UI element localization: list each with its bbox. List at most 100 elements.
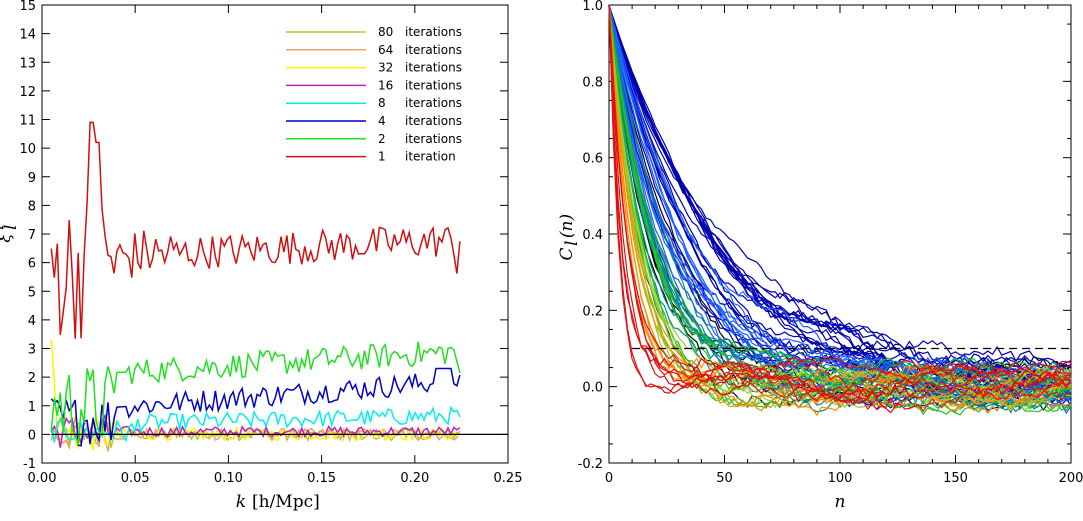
right-correlation-curve xyxy=(608,4,1072,402)
left-x-tick-label: 0.10 xyxy=(214,471,243,486)
left-x-tick-label: 0.05 xyxy=(121,471,150,486)
right-x-tick-label: 0 xyxy=(605,471,613,486)
left-y-tick-label: 3 xyxy=(28,343,36,358)
right-correlation-curve xyxy=(608,4,1072,401)
left-y-tick-label: 0 xyxy=(28,428,36,443)
right-y-tick-label: 0.0 xyxy=(582,381,603,396)
left-y-label-sub: l xyxy=(1,225,21,230)
right-series-lines xyxy=(608,4,1072,417)
right-correlation-curve xyxy=(608,4,1072,414)
right-correlation-curve xyxy=(608,4,1072,401)
right-correlation-curve xyxy=(608,4,1072,402)
left-y-tick-label: 13 xyxy=(19,56,36,71)
left-x-tick-label: 0.00 xyxy=(28,471,57,486)
right-y-label: C l (n) xyxy=(557,214,582,261)
left-series-line-8 xyxy=(50,405,461,443)
left-x-tick-label: 0.20 xyxy=(400,471,429,486)
left-y-tick-label: 14 xyxy=(19,28,36,43)
left-y-tick-label: 11 xyxy=(19,114,36,129)
left-x-ticks: 0.00 0.05 0.10 0.15 0.20 0.25 xyxy=(28,5,523,486)
right-correlation-curve xyxy=(608,4,1072,398)
right-correlation-curve xyxy=(608,4,1072,397)
right-x-ticks: 0 50 100 150 200 xyxy=(605,5,1083,486)
left-legend: 80 iterations 64 iterations 32 iterations 16 it… xyxy=(286,25,462,164)
right-y-tick-label: 0.8 xyxy=(582,75,603,90)
right-x-tick-label: 150 xyxy=(943,471,968,486)
right-correlation-curve xyxy=(608,4,1072,417)
left-series-line-4 xyxy=(50,367,461,447)
left-x-tick-label: 0.25 xyxy=(494,471,523,486)
right-x-label: n xyxy=(835,492,846,512)
left-y-tick-label: 12 xyxy=(19,85,36,100)
right-correlation-curve xyxy=(608,4,1072,409)
left-y-tick-label: 6 xyxy=(28,257,36,272)
left-y-tick-label: 8 xyxy=(28,199,36,214)
right-y-tick-label: 1.0 xyxy=(582,0,603,14)
left-y-tick-label: 10 xyxy=(19,142,36,157)
left-y-tick-label: 5 xyxy=(28,285,36,300)
right-correlation-curve xyxy=(608,4,1072,411)
left-y-label: ξ i l xyxy=(0,225,21,243)
legend-count-4: 4 xyxy=(378,114,386,128)
right-correlation-curve xyxy=(608,4,1072,405)
right-correlation-curve xyxy=(608,4,1072,410)
right-correlation-curve xyxy=(608,4,1072,398)
left-y-tick-label: 2 xyxy=(28,371,36,386)
right-correlation-curve xyxy=(608,4,1071,399)
left-series-line-2 xyxy=(50,341,461,446)
right-correlation-curve xyxy=(608,4,1072,397)
right-correlation-curve xyxy=(608,4,1072,399)
legend-label-16: iterations xyxy=(405,78,462,92)
right-y-tick-label: 0.2 xyxy=(582,304,603,319)
left-series-line-1 xyxy=(50,121,461,339)
right-y-label-arg: (n) xyxy=(557,214,577,238)
left-y-tick-label: 7 xyxy=(28,228,36,243)
left-series-lines xyxy=(50,121,461,452)
legend-count-16: 16 xyxy=(378,78,393,92)
right-y-tick-label: 0.4 xyxy=(582,228,603,243)
left-x-label-var: k xyxy=(236,492,246,512)
right-x-tick-label: 100 xyxy=(828,471,853,486)
right-y-ticks: -0.2 0.0 0.2 0.4 0.6 0.8 1.0 xyxy=(578,0,1071,472)
right-correlation-curve xyxy=(608,4,1072,394)
right-y-label-sub: l xyxy=(562,241,582,246)
right-correlation-curve xyxy=(608,4,1072,398)
left-y-tick-label: 4 xyxy=(28,314,36,329)
right-correlation-curve xyxy=(608,4,1072,401)
left-series-line-64 xyxy=(50,415,461,452)
right-correlation-curve xyxy=(608,4,1072,403)
left-series-line-16 xyxy=(50,413,461,448)
left-y-label-main: ξ xyxy=(0,232,15,243)
right-correlation-curve xyxy=(608,4,1072,399)
legend-label-1: iteration xyxy=(405,150,456,164)
legend-count-1: 1 xyxy=(378,150,386,164)
legend-count-64: 64 xyxy=(378,43,393,57)
right-y-tick-label: -0.2 xyxy=(578,457,603,472)
legend-label-64: iterations xyxy=(405,43,462,57)
left-chart: 0.00 0.05 0.10 0.15 0.20 0.25 -10123456789101… xyxy=(0,0,522,512)
legend-label-80: iterations xyxy=(405,25,462,39)
legend-count-8: 8 xyxy=(378,96,386,110)
right-chart: 0 50 100 150 200 -0.2 0.0 0.2 0.4 0.6 0.8 1.0 n C … xyxy=(557,0,1083,512)
right-correlation-curve xyxy=(608,4,1072,400)
right-correlation-curve xyxy=(608,4,1072,409)
legend-count-2: 2 xyxy=(378,132,386,146)
legend-label-2: iterations xyxy=(405,132,462,146)
left-y-label-sup: i xyxy=(0,225,8,230)
right-correlation-curve xyxy=(608,4,1072,403)
right-correlation-curve xyxy=(608,4,1072,409)
left-y-tick-label: 9 xyxy=(28,171,36,186)
right-correlation-curve xyxy=(608,4,1072,400)
right-y-tick-label: 0.6 xyxy=(582,152,603,167)
right-correlation-curve xyxy=(608,4,1072,396)
left-y-tick-label: 15 xyxy=(19,0,36,14)
legend-label-32: iterations xyxy=(405,61,462,75)
right-x-tick-label: 50 xyxy=(716,471,733,486)
legend-label-4: iterations xyxy=(405,114,462,128)
right-x-tick-label: 200 xyxy=(1059,471,1083,486)
left-x-label-unit: [h/Mpc] xyxy=(252,492,320,512)
right-correlation-curve xyxy=(608,4,1072,408)
left-y-tick-label: 1 xyxy=(28,400,36,415)
